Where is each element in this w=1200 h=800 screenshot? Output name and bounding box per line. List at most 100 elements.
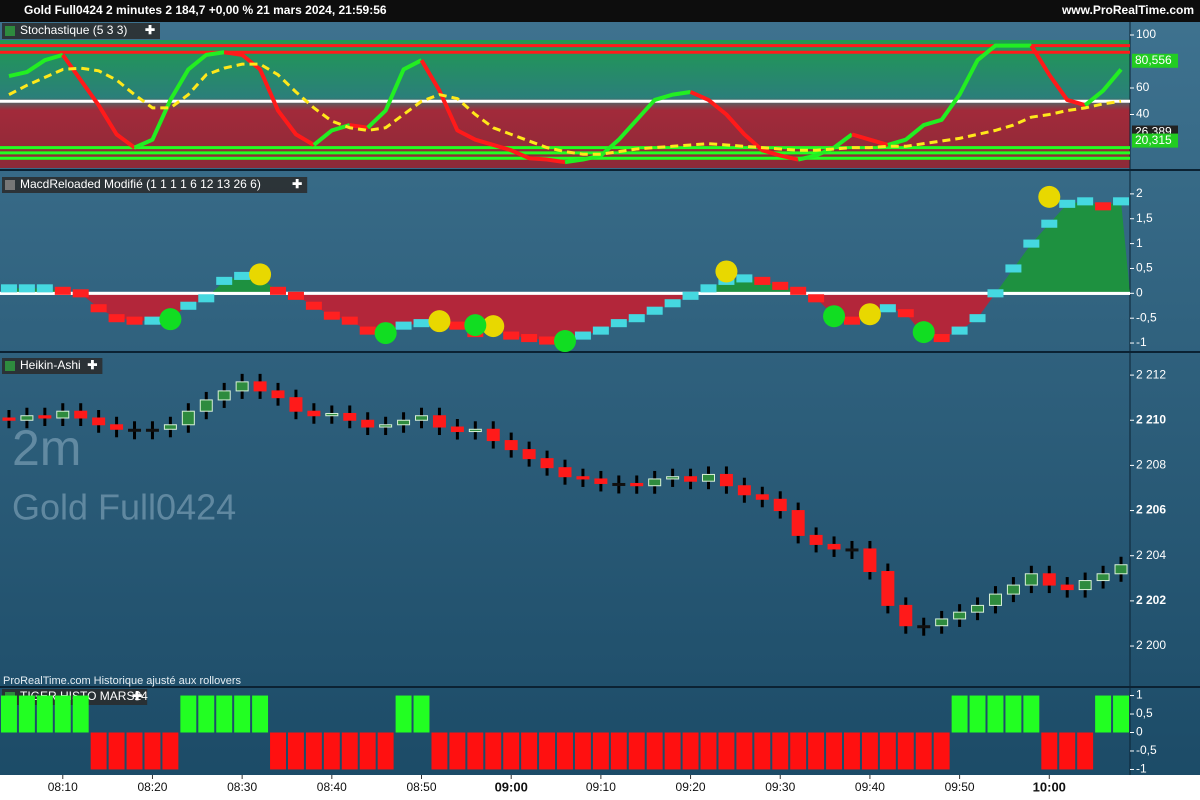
panel-title: Stochastique (5 3 3) — [20, 23, 127, 37]
histo-bar — [180, 695, 197, 733]
macd-marker — [664, 299, 681, 308]
histo-bar — [54, 695, 71, 733]
stoch-k-line — [61, 53, 136, 150]
macd-marker — [682, 291, 699, 300]
value-badge-label: 80,556 — [1135, 53, 1172, 67]
y-tick-label: 1,5 — [1136, 211, 1153, 225]
signal-dot — [823, 305, 846, 328]
candle-body — [845, 548, 859, 552]
candle-body — [379, 424, 393, 428]
histo-bar — [646, 732, 663, 770]
candle-body — [20, 415, 34, 421]
value-badge — [1132, 53, 1178, 68]
macd-marker — [879, 304, 896, 313]
candle-body — [1114, 564, 1128, 575]
candle-body — [74, 410, 88, 419]
add: ✚ — [292, 177, 302, 191]
macd-marker — [36, 284, 53, 293]
watermark-period: 2m — [12, 420, 81, 476]
candle-body — [92, 417, 106, 426]
stoch-k-line — [1029, 44, 1086, 108]
signal-dot — [1038, 185, 1061, 208]
stoch-k-line — [797, 132, 854, 162]
candle-body — [701, 473, 715, 482]
stoch-k-line — [312, 123, 351, 147]
candle-body — [128, 428, 142, 432]
candle-body — [343, 412, 357, 421]
signal-dot — [159, 308, 182, 331]
panel-title-box — [2, 177, 308, 193]
histo-bar — [718, 732, 735, 770]
histo-bar — [1077, 732, 1094, 770]
macd-marker — [413, 319, 430, 328]
macd-marker — [198, 294, 215, 303]
macd-marker — [359, 326, 376, 335]
histo-bar — [790, 732, 807, 770]
y-tick-label: 2 206 — [1136, 503, 1166, 517]
macd-marker — [790, 286, 807, 295]
histo-bar — [628, 732, 645, 770]
candle-body — [415, 415, 429, 421]
histo-bar — [234, 695, 251, 733]
macd-marker — [1005, 264, 1022, 273]
signal-dot — [374, 322, 397, 345]
histo-bar — [1, 695, 17, 733]
macd-marker — [180, 301, 197, 310]
candle-body — [863, 548, 877, 573]
y-tick-label: 60 — [1136, 80, 1150, 94]
y-tick-label: -1 — [1136, 762, 1147, 776]
candle-body — [1078, 580, 1092, 591]
y-tick-label: 0,5 — [1136, 706, 1153, 720]
x-tick-label: 09:40 — [855, 780, 885, 794]
macd-marker — [772, 281, 789, 290]
y-tick-label: 0 — [1136, 725, 1143, 739]
histo-bar — [861, 732, 878, 770]
macd-marker — [628, 314, 645, 323]
histo-bar — [1095, 695, 1112, 733]
histo-bar — [413, 695, 430, 733]
histo-bar — [377, 732, 394, 770]
macd-marker — [1077, 197, 1094, 206]
candle-body — [2, 417, 16, 421]
add: ✚ — [145, 23, 155, 37]
panel-title: Heikin-Ashi — [20, 358, 81, 372]
candle-body — [666, 476, 680, 480]
candle-body — [397, 419, 411, 426]
stoch-k-line — [689, 90, 799, 162]
candle-body — [755, 494, 769, 500]
x-tick-label: 09:20 — [676, 780, 706, 794]
candle-body — [235, 381, 249, 392]
macd-marker — [144, 316, 161, 325]
histo-bar — [700, 732, 717, 770]
candle-body — [450, 426, 464, 433]
candle-body — [38, 415, 52, 419]
histo-bar — [539, 732, 556, 770]
candle-body — [468, 428, 482, 433]
stoch-k-line — [1083, 68, 1123, 107]
macd-marker — [1095, 202, 1112, 211]
macd-marker — [108, 314, 125, 323]
candle-body — [110, 424, 124, 430]
stoch-d-line — [8, 62, 1122, 156]
y-tick-label: 40 — [1136, 107, 1150, 121]
y-tick-label: 100 — [1136, 27, 1156, 41]
histo-bar — [270, 732, 286, 770]
panel-title-icon — [5, 361, 15, 371]
candle-body — [1060, 584, 1074, 591]
candle-body — [289, 397, 303, 412]
stoch-k-line — [366, 58, 423, 130]
macd-marker — [54, 286, 71, 295]
macd-marker — [610, 319, 627, 328]
stoch-k-line — [564, 89, 691, 165]
macd-area-positive — [0, 201, 1130, 294]
macd-marker — [305, 301, 322, 310]
candle-body — [1024, 573, 1038, 586]
histo-bar — [1023, 695, 1040, 733]
stoch-k-line — [8, 52, 64, 79]
candle-body — [594, 478, 608, 484]
panel-title-box — [2, 358, 103, 374]
histo-bar — [36, 695, 53, 733]
candle-body — [145, 428, 159, 432]
y-tick-label: 1 — [1136, 688, 1143, 702]
